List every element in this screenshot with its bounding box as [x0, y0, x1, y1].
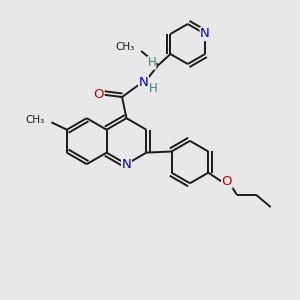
Text: N: N — [122, 158, 131, 171]
Text: CH₃: CH₃ — [26, 115, 45, 125]
Text: N: N — [200, 28, 210, 40]
Text: N: N — [139, 76, 148, 89]
Text: O: O — [222, 175, 232, 188]
Text: CH₃: CH₃ — [116, 42, 135, 52]
Text: H: H — [149, 82, 158, 95]
Text: H: H — [147, 56, 156, 69]
Text: O: O — [94, 88, 104, 101]
